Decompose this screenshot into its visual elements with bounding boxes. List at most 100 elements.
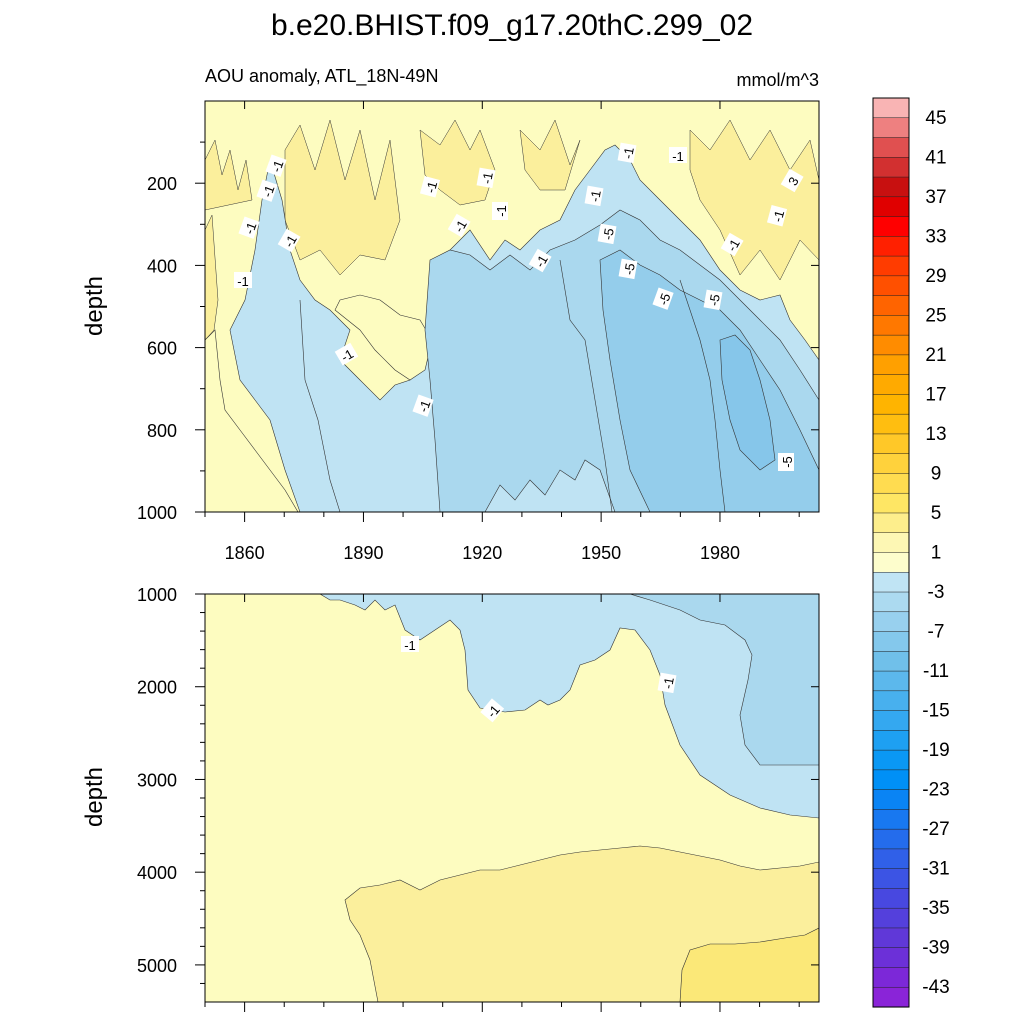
colorbar-label: -43 xyxy=(922,977,949,998)
svg-text:-1: -1 xyxy=(423,180,440,195)
colorbar-swatch xyxy=(872,176,910,198)
upper-y-tick-label: 200 xyxy=(147,174,177,194)
colorbar-label: -15 xyxy=(922,701,949,722)
contour-label: -5 xyxy=(597,223,617,245)
lower-y-tick-label: 3000 xyxy=(137,770,177,790)
colorbar-swatch xyxy=(872,828,910,850)
colorbar-label: 29 xyxy=(925,266,946,287)
colorbar-swatch xyxy=(872,947,910,969)
contour-label: -1 xyxy=(766,204,787,227)
colorbar-swatch xyxy=(872,572,910,593)
colorbar-swatch xyxy=(872,97,910,119)
contour-label: -5 xyxy=(703,289,723,311)
colorbar-swatch xyxy=(872,789,910,810)
colorbar-label: -23 xyxy=(922,780,949,801)
colorbar-swatch xyxy=(872,374,910,395)
svg-text:-1: -1 xyxy=(620,146,637,160)
colorbar-label: 13 xyxy=(925,424,946,445)
region-level-3 xyxy=(689,119,819,281)
colorbar-label: -35 xyxy=(922,898,949,919)
colorbar-swatch xyxy=(872,986,910,1008)
subtitle-left: AOU anomaly, ATL_18N-49N xyxy=(205,66,438,87)
colorbar-label: -31 xyxy=(922,859,949,880)
colorbar-label: 33 xyxy=(925,226,946,247)
colorbar-swatch xyxy=(872,216,910,237)
contour-label: -1 xyxy=(584,185,604,207)
upper-x-tick-label: 1860 xyxy=(225,543,265,563)
region-level-neg1 xyxy=(319,594,819,819)
colorbar-label: -19 xyxy=(922,740,949,761)
region-level-3 xyxy=(205,139,253,211)
colorbar-swatch xyxy=(872,888,910,909)
svg-text:-1: -1 xyxy=(587,189,604,203)
region-level-1 xyxy=(205,329,299,512)
region-level-3 xyxy=(519,119,581,191)
contour-label: -1 xyxy=(256,179,278,202)
colorbar-swatch xyxy=(872,730,910,751)
colorbar-swatch xyxy=(872,137,910,158)
colorbar-swatch xyxy=(872,611,910,633)
contour-label: -1 xyxy=(234,272,252,289)
colorbar-label: 21 xyxy=(925,345,946,366)
colorbar-swatch xyxy=(872,453,910,475)
contour-label: -1 xyxy=(447,213,471,238)
svg-text:-1: -1 xyxy=(494,205,509,217)
colorbar xyxy=(872,97,910,1008)
colorbar-swatch xyxy=(872,334,910,356)
subtitle-right: mmol/m^3 xyxy=(737,70,819,90)
colorbar-swatch xyxy=(872,117,910,139)
upper-x-tick-label: 1890 xyxy=(343,543,383,563)
colorbar-frame xyxy=(872,97,910,1008)
colorbar-swatch xyxy=(872,591,910,613)
colorbar-swatch xyxy=(872,295,910,316)
region-level-3 xyxy=(284,119,401,276)
colorbar-swatch xyxy=(872,492,910,514)
colorbar-swatch xyxy=(872,769,910,791)
colorbar-label: -11 xyxy=(923,661,949,682)
upper-contour-labels: -1 -1 -1 -1 -1 -1 -1 -1 -1 -1 -1 -1 -1 -1 -1 -1 -1 -5 -5 -5… xyxy=(234,142,804,471)
region-level-neg3 xyxy=(629,594,819,766)
colorbar-swatch xyxy=(872,710,910,731)
svg-text:-1: -1 xyxy=(660,676,677,690)
contour-label: -5 xyxy=(618,258,638,280)
contour-label: -1 xyxy=(238,216,260,239)
upper-y-tick-label: 1000 xyxy=(137,503,177,523)
colorbar-label: 37 xyxy=(925,187,946,208)
svg-text:-1: -1 xyxy=(241,220,259,236)
colorbar-label: -39 xyxy=(922,938,949,959)
upper-axes: 200 400 600 800 1000 1860 1890 1920 1950 1980 xyxy=(137,101,819,563)
lower-ylabel: depth xyxy=(81,767,108,827)
upper-x-tick-label: 1980 xyxy=(700,543,740,563)
contour-label: -1 xyxy=(657,672,677,694)
lower-y-tick-label: 4000 xyxy=(137,863,177,883)
colorbar-swatch xyxy=(872,433,910,455)
colorbar-label: 25 xyxy=(925,305,946,326)
svg-text:-1: -1 xyxy=(479,171,496,185)
lower-contour-labels: -1 -1 -1 xyxy=(401,636,677,723)
contour-label: -1 xyxy=(419,175,440,198)
contour-label: -1 xyxy=(401,636,419,653)
colorbar-swatch xyxy=(872,631,910,652)
colorbar-swatch xyxy=(872,157,910,178)
colorbar-labels: 45 41 37 33 29 25 21 17 13 9 5 1 -3 -7 -11 -15 -19 -23 -27… xyxy=(922,108,949,998)
colorbar-swatch xyxy=(872,275,910,297)
svg-text:-1: -1 xyxy=(770,209,787,224)
colorbar-label: 1 xyxy=(931,543,942,564)
colorbar-swatch xyxy=(872,512,910,534)
region-level-5 xyxy=(679,927,819,1002)
upper-y-tick-label: 800 xyxy=(147,421,177,441)
contour-label: -5 xyxy=(778,453,795,471)
upper-y-tick-label: 600 xyxy=(147,339,177,359)
contour-label: -5 xyxy=(652,287,674,310)
colorbar-swatch xyxy=(872,236,910,257)
contour-label: -1 xyxy=(669,147,687,164)
svg-text:-1: -1 xyxy=(404,638,416,653)
svg-text:-5: -5 xyxy=(655,291,673,307)
svg-text:-1: -1 xyxy=(259,183,277,199)
contour-label: -1 xyxy=(528,248,552,273)
upper-x-tick-label: 1920 xyxy=(462,543,502,563)
colorbar-label: 5 xyxy=(931,503,942,524)
colorbar-swatch xyxy=(872,868,910,889)
contour-label: -1 xyxy=(617,142,637,164)
